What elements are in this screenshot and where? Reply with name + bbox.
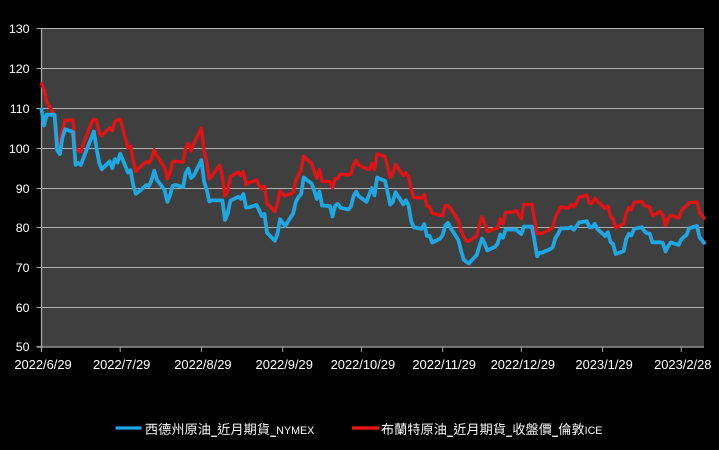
svg-text:90: 90 [16,182,30,196]
svg-text:50: 50 [16,340,30,354]
svg-text:130: 130 [9,22,30,36]
svg-text:2022/9/29: 2022/9/29 [256,357,313,372]
svg-text:2022/12/29: 2022/12/29 [491,357,556,372]
svg-text:100: 100 [9,142,30,156]
svg-text:ICE: ICE [585,425,603,437]
svg-text:NYMEX: NYMEX [276,425,314,437]
svg-text:110: 110 [10,102,30,116]
svg-text:80: 80 [16,221,30,235]
svg-text:2023/2/28: 2023/2/28 [654,357,711,372]
svg-text:2023/1/29: 2023/1/29 [575,357,632,372]
svg-text:60: 60 [16,301,30,315]
svg-text:2022/11/29: 2022/11/29 [412,357,476,372]
svg-text:120: 120 [9,62,30,76]
svg-text:2022/7/29: 2022/7/29 [93,357,150,372]
svg-text:70: 70 [16,261,30,275]
svg-text:2022/8/29: 2022/8/29 [174,357,231,372]
svg-text:2022/10/29: 2022/10/29 [331,357,396,372]
svg-text:2022/6/29: 2022/6/29 [14,357,71,372]
